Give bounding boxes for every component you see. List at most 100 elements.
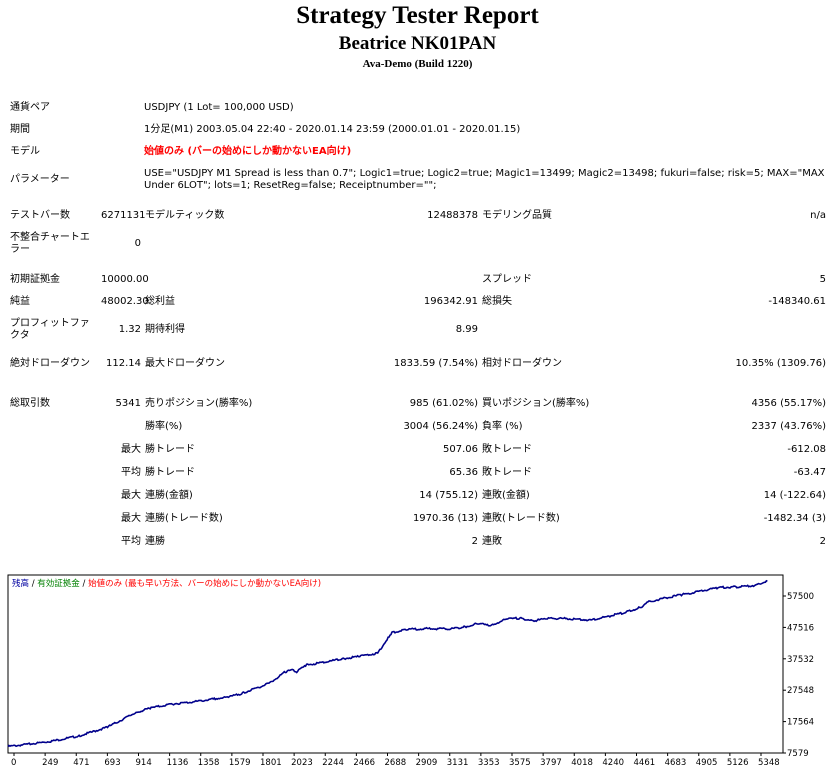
period-label: 期間 [10,124,30,135]
cons-count-row: 最大 連勝(トレード数) 1970.36 (13) 連敗(トレード数) -148… [8,507,828,530]
net-row: 純益 48002.30 総利益 196342.91 総損失 -148340.61 [8,291,828,313]
gross-profit-label: 総利益 [145,296,175,307]
period-value: 1分足(M1) 2003.05.04 22:40 - 2020.01.14 23… [144,124,521,135]
legend-entry-3: / [80,579,88,589]
x-tick-label-12: 2688 [385,758,407,768]
plot-frame [7,574,784,754]
avg-win-value: 65.36 [449,466,478,478]
gross-profit-value: 196342.91 [423,296,478,307]
x-tick-label-20: 4461 [634,758,656,768]
x-tick-label-2: 471 [73,758,89,768]
mismatch-value: 0 [134,238,141,249]
params-value: USE="USDJPY M1 Spread is less than 0.7";… [144,168,825,191]
avg-label-2: 平均 [121,535,141,547]
max-loss-value: -612.08 [787,443,827,455]
abs-dd-label: 絶対ドローダウン [10,358,90,369]
y-tick-label-2: 37532 [787,655,814,665]
model-label: モデル [10,146,40,157]
cons-lossamt-value: -1482.34 (3) [763,512,827,524]
x-tick-label-0: 0 [11,758,16,768]
legend-text: 残高 / 有効証拠金 / 始値のみ (最も早い方法、バーの始めにしか動かないEA… [12,578,321,589]
cons-win-money-value: 14 (755.12) [419,489,478,501]
x-tick-label-16: 3575 [509,758,531,768]
cons-profit-value: 1970.36 (13) [412,512,478,524]
pf-row: プロフィットファクタ 1.32 期待利得 8.99 [8,313,828,347]
report-build: Ava-Demo (Build 1220) [362,58,473,70]
quality-value: n/a [810,210,827,221]
x-tick-label-8: 1801 [260,758,282,768]
x-tick-label-5: 1136 [167,758,189,768]
avg-cons-loss-label: 連敗 [482,535,502,547]
symbol-value: USDJPY (1 Lot= 100,000 USD) [144,102,294,113]
spread-value: 5 [819,274,827,285]
max-dd-value: 1833.59 (7.54%) [393,358,478,369]
avg-trade-row: 平均 勝トレード 65.36 敗トレード -63.47 [8,461,828,484]
legend-entry-0: 残高 [12,578,29,589]
max-dd-label: 最大ドローダウン [145,358,225,369]
avg-cons-loss-value: 2 [819,535,827,547]
max-label-3: 最大 [121,512,141,524]
x-tick-label-22: 4905 [696,758,718,768]
x-tick-label-3: 693 [104,758,120,768]
net-label: 純益 [10,296,30,307]
win-pct-label: 勝率(%) [145,420,183,432]
x-tick-label-11: 2466 [353,758,375,768]
winpct-row: 勝率(%) 3004 (56.24%) 負率 (%) 2337 (43.76%) [8,415,828,438]
x-tick-label-9: 2023 [291,758,313,768]
bars-label: テストバー数 [10,210,70,221]
cons-profit-label: 連勝(トレード数) [145,512,223,524]
max-win-value: 507.06 [443,443,478,455]
avg-loss-value: -63.47 [793,466,827,478]
cons-loss-money-value: 14 (-122.64) [763,489,827,501]
x-tick-label-4: 914 [136,758,152,768]
y-axis: 57500 47516 37532 27548 17564 7579 [783,592,814,759]
long-label: 買いポジション(勝率%) [482,398,590,409]
max-loss-label: 敗トレード [482,443,532,455]
deposit-label: 初期証拠金 [10,274,60,285]
win-pct-value: 3004 (56.24%) [403,420,478,432]
rel-dd-label: 相対ドローダウン [482,358,562,369]
short-label: 売りポジション(勝率%) [145,398,253,409]
spread-label: スプレッド [482,274,532,285]
trades-row: 総取引数 5341 売りポジション(勝率%) 985 (61.02%) 買いポジ… [8,393,828,415]
y-tick-label-4: 17564 [787,718,814,728]
trades-label: 総取引数 [10,398,50,409]
loss-pct-label: 負率 (%) [482,420,523,432]
cons-lossamt-label: 連敗(トレード数) [482,512,560,524]
chart-series [7,579,768,748]
expected-label: 期待利得 [145,324,185,335]
pf-label: プロフィットファクタ [10,318,90,341]
balance-line-0 [7,579,768,748]
symbol-label: 通貨ペア [10,102,50,113]
max-win-label: 勝トレード [145,443,195,455]
y-tick-label-5: 7579 [787,749,809,759]
period-row: 期間 1分足(M1) 2003.05.04 22:40 - 2020.01.14… [8,119,828,141]
y-tick-label-1: 47516 [787,623,814,633]
max-label: 最大 [121,443,141,455]
y-tick-label-0: 57500 [787,592,814,602]
x-tick-label-15: 3353 [478,758,500,768]
deposit-row: 初期証拠金 10000.00 スプレッド 5 [8,269,828,291]
abs-dd-value: 112.14 [106,358,141,369]
balance-chart-svg: 残高 / 有効証拠金 / 始値のみ (最も早い方法、バーの始めにしか動かないEA… [0,573,835,770]
x-tick-label-19: 4240 [602,758,624,768]
max-trade-row: 最大 勝トレード 507.06 敗トレード -612.08 [8,438,828,461]
model-value: 始値のみ (バーの始めにしか動かないEA向け) [144,146,352,157]
quality-label: モデリング品質 [482,210,552,221]
loss-pct-value: 2337 (43.76%) [751,420,827,432]
cons-win-money-label: 連勝(金額) [145,489,193,501]
mismatch-row: 不整合チャートエラー 0 [8,227,828,261]
pf-value: 1.32 [118,324,141,335]
expected-value: 8.99 [455,324,478,335]
avg-cons-win-value: 2 [471,535,478,547]
avg-cons-row: 平均 連勝 2 連敗 2 [8,530,828,553]
legend-entry-4: 始値のみ (最も早い方法、バーの始めにしか動かないEA向け) [88,578,321,589]
bars-row: テストバー数 6271131 モデルティック数 12488378 モデリング品質… [8,205,828,227]
ticks-value: 12488378 [427,210,478,221]
avg-label: 平均 [121,466,141,478]
x-tick-label-18: 4018 [571,758,593,768]
avg-cons-win-label: 連勝 [145,535,165,547]
x-tick-label-21: 4683 [665,758,687,768]
params-row: パラメーター USE="USDJPY M1 Spread is less tha… [8,163,828,197]
bars-value: 6271131 [101,210,146,221]
